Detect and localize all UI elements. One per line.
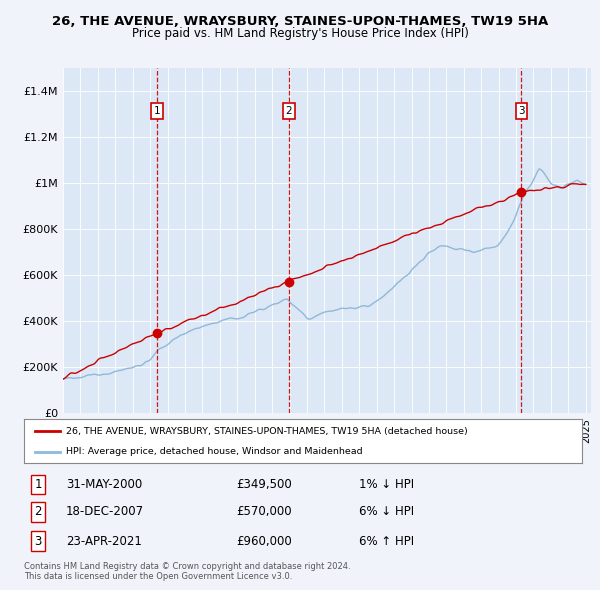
Text: 1: 1 xyxy=(154,106,161,116)
Text: 26, THE AVENUE, WRAYSBURY, STAINES-UPON-THAMES, TW19 5HA: 26, THE AVENUE, WRAYSBURY, STAINES-UPON-… xyxy=(52,15,548,28)
Text: 3: 3 xyxy=(34,535,41,548)
Text: 23-APR-2021: 23-APR-2021 xyxy=(66,535,142,548)
Text: 2: 2 xyxy=(34,505,42,519)
Text: 6% ↑ HPI: 6% ↑ HPI xyxy=(359,535,414,548)
Text: 31-MAY-2000: 31-MAY-2000 xyxy=(66,478,142,491)
Text: 1: 1 xyxy=(34,478,42,491)
Text: £349,500: £349,500 xyxy=(236,478,292,491)
Text: 6% ↓ HPI: 6% ↓ HPI xyxy=(359,505,414,519)
Text: 26, THE AVENUE, WRAYSBURY, STAINES-UPON-THAMES, TW19 5HA (detached house): 26, THE AVENUE, WRAYSBURY, STAINES-UPON-… xyxy=(66,427,467,436)
Text: HPI: Average price, detached house, Windsor and Maidenhead: HPI: Average price, detached house, Wind… xyxy=(66,447,362,456)
Text: Contains HM Land Registry data © Crown copyright and database right 2024.
This d: Contains HM Land Registry data © Crown c… xyxy=(24,562,350,581)
Text: Price paid vs. HM Land Registry's House Price Index (HPI): Price paid vs. HM Land Registry's House … xyxy=(131,27,469,40)
Text: 1% ↓ HPI: 1% ↓ HPI xyxy=(359,478,414,491)
Text: 2: 2 xyxy=(286,106,292,116)
Text: £570,000: £570,000 xyxy=(236,505,292,519)
Text: 18-DEC-2007: 18-DEC-2007 xyxy=(66,505,144,519)
Text: 3: 3 xyxy=(518,106,525,116)
Text: £960,000: £960,000 xyxy=(236,535,292,548)
